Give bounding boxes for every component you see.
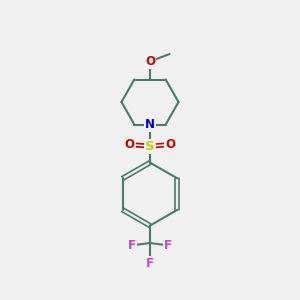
Text: O: O bbox=[165, 138, 176, 151]
Text: F: F bbox=[128, 239, 136, 252]
Text: O: O bbox=[145, 55, 155, 68]
Text: F: F bbox=[146, 257, 154, 270]
Text: F: F bbox=[164, 239, 172, 252]
Text: S: S bbox=[145, 140, 155, 153]
Text: O: O bbox=[124, 138, 135, 151]
Text: N: N bbox=[145, 118, 155, 131]
